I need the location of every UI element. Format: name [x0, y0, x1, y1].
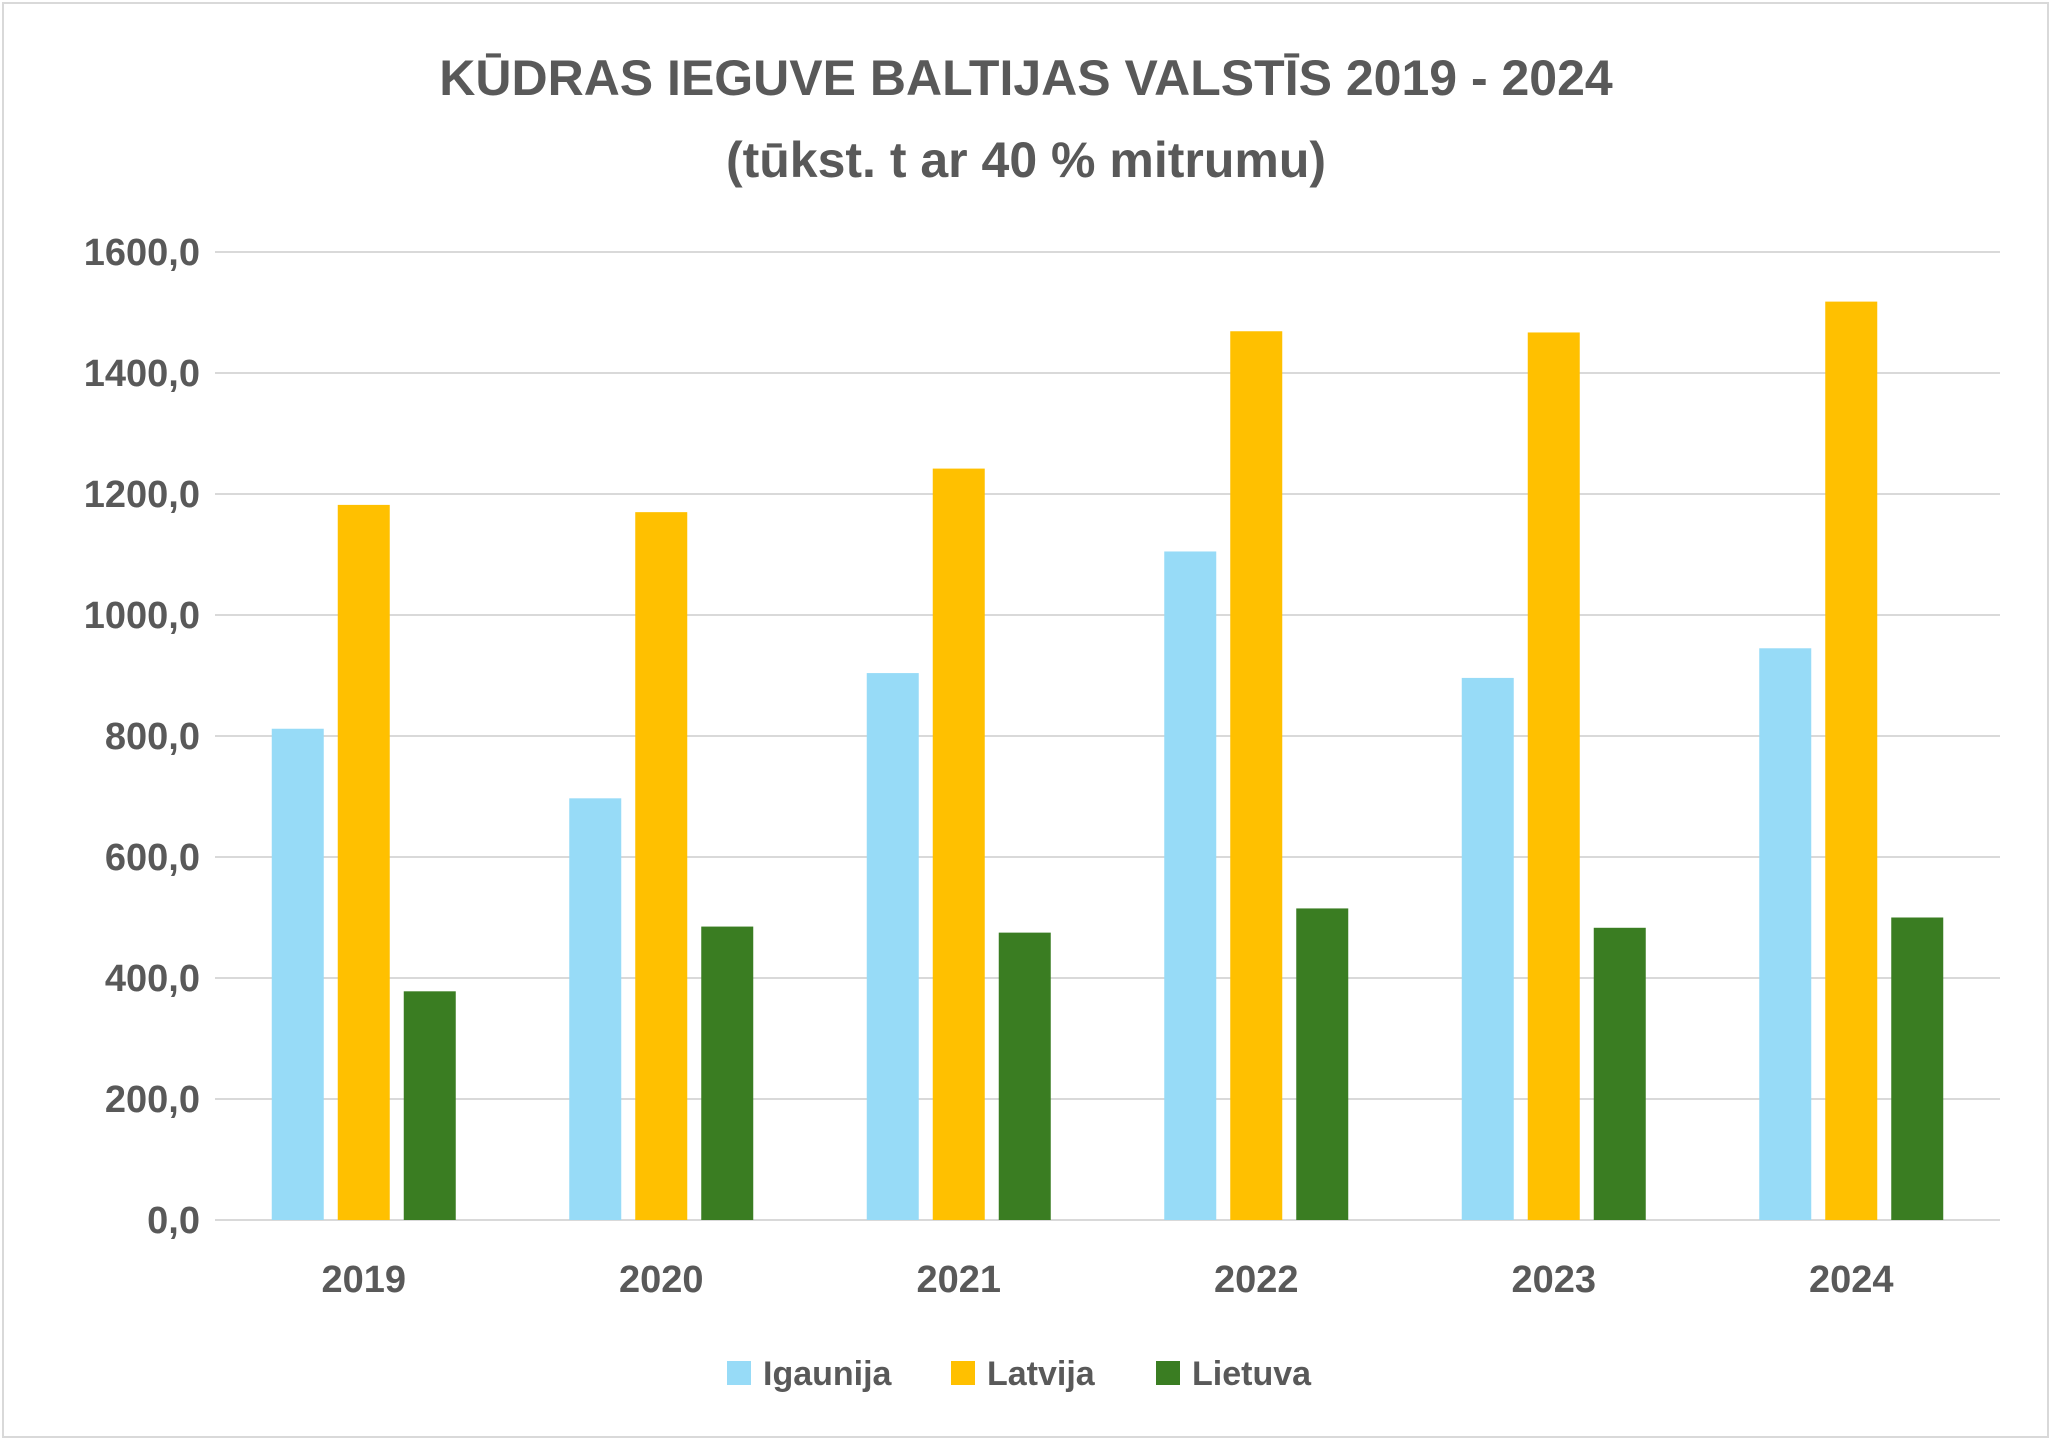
bar-lietuva-2024: [1891, 917, 1944, 1220]
chart-title: KŪDRAS IEGUVE BALTIJAS VALSTĪS 2019 - 20…: [439, 50, 1613, 106]
y-tick-label: 800,0: [105, 716, 200, 758]
bar-lietuva-2020: [701, 926, 754, 1220]
y-tick-label: 0,0: [147, 1200, 200, 1242]
bar-latvija-2022: [1230, 331, 1283, 1220]
y-tick-label: 1600,0: [84, 232, 200, 274]
y-tick-label: 1200,0: [84, 474, 200, 516]
bars: [271, 301, 1944, 1221]
x-tick-label: 2019: [321, 1259, 406, 1301]
y-axis-tick-labels: 0,0 200,0 400,0 600,0 800,0 1000,0 1200,0 1400,…: [84, 232, 200, 1242]
bar-igaunija-2022: [1164, 551, 1217, 1220]
legend: Igaunija Latvija Lietuva: [727, 1355, 1312, 1393]
gridlines: [215, 251, 2000, 1221]
legend-swatch-lietuva: [1156, 1361, 1180, 1385]
legend-label-igaunija: Igaunija: [763, 1355, 893, 1393]
y-tick-label: 1400,0: [84, 353, 200, 395]
bar-lietuva-2019: [403, 991, 456, 1220]
y-tick-label: 400,0: [105, 958, 200, 1000]
bar-igaunija-2023: [1461, 677, 1514, 1220]
x-tick-label: 2024: [1809, 1259, 1894, 1301]
bar-latvija-2020: [635, 512, 688, 1220]
bar-igaunija-2020: [569, 798, 622, 1220]
bar-igaunija-2021: [866, 673, 919, 1220]
bar-lietuva-2022: [1296, 908, 1349, 1220]
bar-lietuva-2023: [1593, 927, 1646, 1220]
x-tick-label: 2021: [916, 1259, 1001, 1301]
bar-igaunija-2024: [1759, 648, 1812, 1220]
x-tick-label: 2023: [1511, 1259, 1596, 1301]
chart-subtitle: (tūkst. t ar 40 % mitrumu): [726, 132, 1326, 188]
bar-igaunija-2019: [271, 728, 324, 1220]
x-tick-label: 2022: [1214, 1259, 1299, 1301]
legend-label-latvija: Latvija: [987, 1355, 1096, 1393]
y-tick-label: 200,0: [105, 1079, 200, 1121]
bar-latvija-2021: [932, 468, 985, 1221]
legend-label-lietuva: Lietuva: [1192, 1355, 1312, 1393]
x-tick-label: 2020: [619, 1259, 704, 1301]
legend-swatch-latvija: [951, 1361, 975, 1385]
bar-lietuva-2021: [998, 932, 1051, 1220]
bar-latvija-2023: [1527, 332, 1580, 1221]
y-tick-label: 600,0: [105, 837, 200, 879]
x-axis-tick-labels: 2019 2020 2021 2022 2023 2024: [321, 1259, 1893, 1301]
bar-latvija-2019: [337, 504, 390, 1220]
legend-swatch-igaunija: [727, 1361, 751, 1385]
y-tick-label: 1000,0: [84, 595, 200, 637]
bar-latvija-2024: [1825, 301, 1878, 1220]
